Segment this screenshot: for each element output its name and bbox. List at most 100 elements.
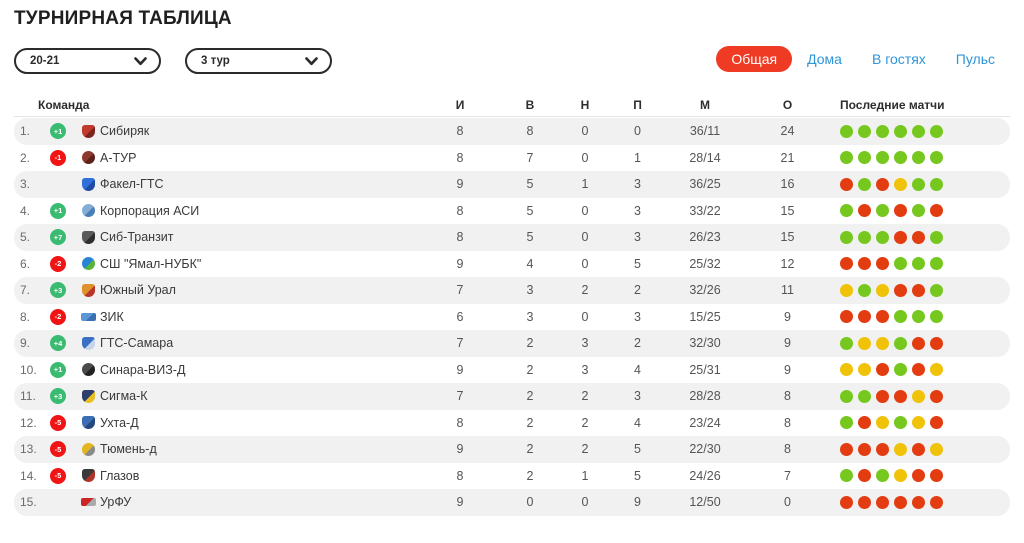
loss-dot-icon (858, 257, 871, 271)
stat-played: 9 (456, 362, 464, 377)
loss-dot-icon (876, 442, 889, 456)
position-change-badge: -2 (50, 308, 66, 325)
tab-home[interactable]: Дома (807, 51, 842, 67)
table-row[interactable]: 8. -2 ЗИК 6 3 0 3 15/25 9 (14, 304, 1010, 331)
team-name[interactable]: УрФУ (100, 495, 132, 510)
team-name[interactable]: Ухта-Д (100, 415, 139, 430)
team-logo-icon (76, 230, 100, 244)
stat-losses: 2 (634, 336, 641, 351)
stat-played: 9 (456, 177, 464, 192)
column-header-points: О (782, 97, 793, 112)
table-row[interactable]: 2. -1 А-ТУР 8 7 0 1 28/14 21 (14, 145, 1010, 172)
loss-dot-icon (912, 230, 925, 244)
loss-dot-icon (840, 310, 853, 324)
last-matches-indicator (835, 204, 1010, 218)
table-row[interactable]: 1. +1 Сибиряк 8 8 0 0 36/11 24 (14, 118, 1010, 145)
team-name[interactable]: Сигма-К (100, 389, 148, 404)
loss-dot-icon (894, 283, 907, 297)
loss-dot-icon (912, 363, 925, 377)
loss-dot-icon (912, 495, 925, 509)
loss-dot-icon (930, 389, 943, 403)
team-name[interactable]: ГТС-Самара (100, 336, 174, 351)
last-matches-indicator (835, 442, 1010, 456)
stat-goals: 26/23 (689, 230, 721, 245)
win-dot-icon (876, 151, 889, 165)
stat-played: 8 (456, 203, 464, 218)
table-row[interactable]: 7. +3 Южный Урал 7 3 2 2 32/26 11 (14, 277, 1010, 304)
team-name[interactable]: Корпорация АСИ (100, 203, 200, 218)
position-number: 12. (20, 415, 37, 430)
season-select-value: 20-21 (30, 55, 60, 67)
position-change-badge: +7 (50, 229, 66, 246)
table-row[interactable]: 15. УрФУ 9 0 0 9 12/50 0 (14, 489, 1010, 516)
team-name[interactable]: Тюмень-д (100, 442, 157, 457)
team-name[interactable]: Глазов (100, 468, 140, 483)
stat-losses: 3 (634, 177, 641, 192)
team-name[interactable]: Факел-ГТС (100, 177, 164, 192)
stat-losses: 5 (634, 468, 641, 483)
draw-dot-icon (894, 442, 907, 456)
position-number: 6. (20, 256, 31, 271)
stat-played: 7 (456, 336, 464, 351)
stat-points: 9 (784, 336, 791, 351)
stat-draws: 0 (581, 256, 589, 271)
stat-losses: 3 (634, 309, 641, 324)
table-row[interactable]: 3. Факел-ГТС 9 5 1 3 36/25 16 (14, 171, 1010, 198)
draw-dot-icon (912, 416, 925, 430)
stat-points: 8 (784, 415, 791, 430)
stat-losses: 1 (634, 150, 641, 165)
stat-wins: 5 (526, 203, 534, 218)
stat-losses: 9 (634, 495, 641, 510)
win-dot-icon (912, 151, 925, 165)
team-name[interactable]: Сиб-Транзит (100, 230, 174, 245)
team-name[interactable]: Южный Урал (100, 283, 176, 298)
draw-dot-icon (876, 336, 889, 350)
loss-dot-icon (912, 336, 925, 350)
draw-dot-icon (840, 283, 853, 297)
win-dot-icon (876, 204, 889, 218)
team-logo-icon (76, 336, 100, 350)
team-name[interactable]: Синара-ВИЗ-Д (100, 362, 186, 377)
loss-dot-icon (840, 257, 853, 271)
tab-away[interactable]: В гостях (871, 51, 926, 67)
team-name[interactable]: СШ "Ямал-НУБК" (100, 256, 202, 271)
table-row[interactable]: 4. +1 Корпорация АСИ 8 5 0 3 33/22 15 (14, 198, 1010, 225)
tab-pulse[interactable]: Пульс (955, 51, 995, 67)
team-name[interactable]: А-ТУР (100, 150, 137, 165)
team-logo-icon (76, 363, 100, 377)
stat-draws: 0 (581, 495, 589, 510)
stat-played: 9 (456, 256, 464, 271)
table-row[interactable]: 14. -5 Глазов 8 2 1 5 24/26 7 (14, 463, 1010, 490)
stat-goals: 25/32 (689, 256, 721, 271)
position-number: 7. (20, 283, 31, 298)
team-name[interactable]: ЗИК (100, 309, 124, 324)
stat-wins: 2 (526, 415, 534, 430)
draw-dot-icon (876, 416, 889, 430)
position-number: 2. (20, 150, 31, 165)
win-dot-icon (930, 151, 943, 165)
stat-points: 24 (780, 124, 795, 139)
win-dot-icon (930, 177, 943, 191)
tab-overall[interactable]: Общая (716, 46, 793, 72)
last-matches-indicator (835, 336, 1010, 350)
loss-dot-icon (894, 204, 907, 218)
stat-wins: 4 (526, 256, 534, 271)
round-select[interactable]: 3 тур (185, 48, 332, 74)
page-title: ТУРНИРНАЯ ТАБЛИЦА (14, 8, 232, 29)
table-row[interactable]: 11. +3 Сигма-К 7 2 2 3 28/28 8 (14, 383, 1010, 410)
table-row[interactable]: 6. -2 СШ "Ямал-НУБК" 9 4 0 5 25/32 12 (14, 251, 1010, 278)
stat-wins: 5 (526, 177, 534, 192)
position-number: 14. (20, 468, 37, 483)
table-row[interactable]: 5. +7 Сиб-Транзит 8 5 0 3 26/23 15 (14, 224, 1010, 251)
team-logo-icon (76, 389, 100, 403)
table-row[interactable]: 13. -5 Тюмень-д 9 2 2 5 22/30 8 (14, 436, 1010, 463)
stat-draws: 0 (581, 309, 589, 324)
loss-dot-icon (876, 363, 889, 377)
stat-wins: 2 (526, 442, 534, 457)
table-row[interactable]: 12. -5 Ухта-Д 8 2 2 4 23/24 8 (14, 410, 1010, 437)
season-select[interactable]: 20-21 (14, 48, 161, 74)
table-row[interactable]: 10. +1 Синара-ВИЗ-Д 9 2 3 4 25/31 9 (14, 357, 1010, 384)
position-change-badge: +3 (50, 282, 66, 299)
team-name[interactable]: Сибиряк (100, 124, 150, 139)
table-row[interactable]: 9. +4 ГТС-Самара 7 2 3 2 32/30 9 (14, 330, 1010, 357)
